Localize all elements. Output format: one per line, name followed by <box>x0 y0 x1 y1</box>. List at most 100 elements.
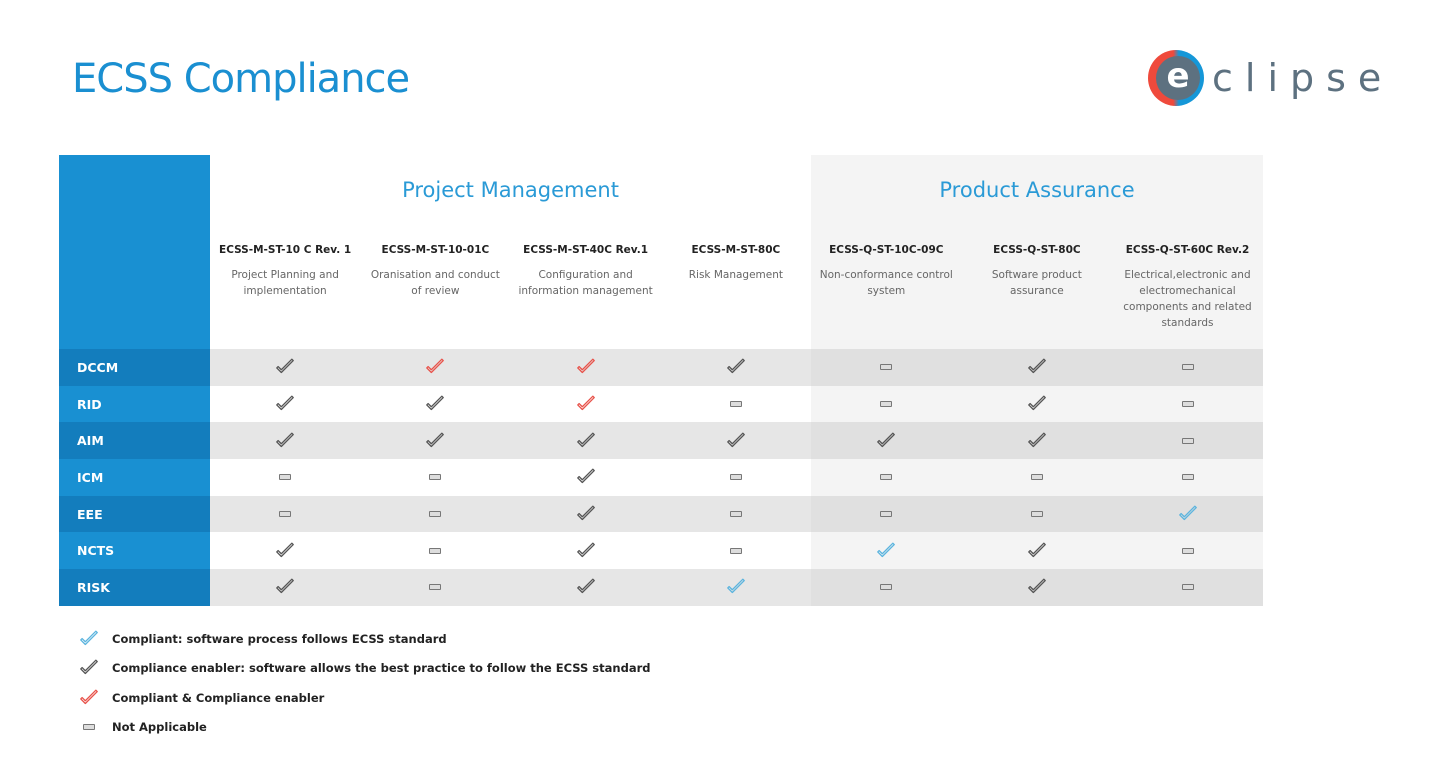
table-cell <box>1112 422 1263 460</box>
legend-label: Compliant & Compliance enabler <box>112 690 325 705</box>
check-red-icon <box>76 687 102 709</box>
legend-label: Not Applicable <box>112 720 207 735</box>
table-row: DCCM <box>59 349 1263 386</box>
table-cell <box>360 569 511 606</box>
standard-description: Project Planning and implementation <box>231 269 339 297</box>
legend-label: Compliance enabler: software allows the … <box>112 661 651 676</box>
table-cell <box>360 459 511 496</box>
table-row: RID <box>59 385 1263 423</box>
dash-icon <box>1181 437 1194 444</box>
table-cell <box>360 422 511 460</box>
table-cell <box>210 385 361 423</box>
row-label: EEE <box>59 495 210 533</box>
table-cell <box>210 495 361 533</box>
standard-code: ECSS-Q-ST-80C <box>993 244 1081 256</box>
standard-description: Electrical,electronic and electromechani… <box>1123 269 1252 329</box>
check-gray-icon <box>1026 356 1048 378</box>
check-gray-icon <box>1026 540 1048 562</box>
logo-circle-icon: e <box>1148 50 1204 106</box>
dash-icon <box>880 401 893 408</box>
table-cell <box>510 532 661 570</box>
row-label: RID <box>59 385 210 423</box>
dash-icon <box>279 511 292 518</box>
dash-icon <box>1030 511 1043 518</box>
dash-icon <box>1030 474 1043 481</box>
table-cell <box>210 422 361 460</box>
table-cell <box>210 459 361 496</box>
standard-description: Software product assurance <box>991 269 1082 297</box>
group-title: Project Management <box>402 178 619 202</box>
check-gray-icon <box>875 430 897 452</box>
check-gray-icon <box>274 393 296 415</box>
check-gray-icon <box>424 393 446 415</box>
group-title: Product Assurance <box>939 178 1135 202</box>
row-label: ICM <box>59 459 210 496</box>
dash-icon <box>429 547 442 554</box>
check-gray-icon <box>1026 393 1048 415</box>
standard-column-header: ECSS-M-ST-10 C Rev. 1 Project Planning a… <box>210 225 360 299</box>
dash-icon <box>880 584 893 591</box>
check-gray-icon <box>424 430 446 452</box>
check-red-icon <box>575 356 597 378</box>
table-header: Project Management ECSS-M-ST-10 C Rev. 1… <box>59 155 1263 349</box>
legend-item: Not Applicable <box>76 713 650 743</box>
table-cell <box>660 422 811 460</box>
table-cell <box>1112 349 1263 386</box>
table-cell <box>210 532 361 570</box>
table-cell <box>811 385 962 423</box>
check-gray-icon <box>274 576 296 598</box>
legend-item: Compliant & Compliance enabler <box>76 683 650 713</box>
dash-icon <box>1181 547 1194 554</box>
table-row: ICM <box>59 459 1263 496</box>
dash-icon <box>429 474 442 481</box>
row-label: NCTS <box>59 532 210 570</box>
standard-code: ECSS-M-ST-10-01C <box>381 244 490 256</box>
check-gray-icon <box>725 430 747 452</box>
eclipse-logo: e clipse <box>1148 50 1393 106</box>
standard-column-header: ECSS-Q-ST-80C Software product assurance <box>962 225 1113 331</box>
check-gray-icon <box>575 540 597 562</box>
dash-icon <box>880 474 893 481</box>
table-row: NCTS <box>59 532 1263 570</box>
row-label: RISK <box>59 569 210 606</box>
check-gray-icon <box>1026 430 1048 452</box>
standard-column-header: ECSS-Q-ST-60C Rev.2 Electrical,electroni… <box>1112 225 1263 331</box>
table-cell <box>510 569 661 606</box>
legend: Compliant: software process follows ECSS… <box>76 624 650 742</box>
table-cell <box>811 349 962 386</box>
table-cell <box>961 532 1113 570</box>
legend-item: Compliance enabler: software allows the … <box>76 654 650 684</box>
row-label: DCCM <box>59 349 210 386</box>
check-blue-icon <box>725 576 747 598</box>
table-cell <box>210 349 361 386</box>
legend-item: Compliant: software process follows ECSS… <box>76 624 650 654</box>
table-cell <box>1112 459 1263 496</box>
group-product-assurance: Product Assurance ECSS-Q-ST-10C-09C Non-… <box>811 155 1263 349</box>
check-gray-icon <box>725 356 747 378</box>
standard-column-header: ECSS-M-ST-40C Rev.1 Configuration and in… <box>511 225 661 299</box>
table-cell <box>660 349 811 386</box>
check-gray-icon <box>575 466 597 488</box>
table-cell <box>510 459 661 496</box>
row-label: AIM <box>59 422 210 460</box>
standard-code: ECSS-M-ST-10 C Rev. 1 <box>219 244 352 256</box>
standard-code: ECSS-Q-ST-60C Rev.2 <box>1125 244 1250 256</box>
table-cell <box>510 422 661 460</box>
dash-icon <box>76 724 102 731</box>
table-row: EEE <box>59 495 1263 533</box>
table-cell <box>1112 385 1263 423</box>
table-cell <box>510 495 661 533</box>
page-title: ECSS Compliance <box>72 56 410 102</box>
logo-text: clipse <box>1212 56 1394 100</box>
table-cell <box>811 422 962 460</box>
dash-icon <box>1181 474 1194 481</box>
table-cell <box>811 532 962 570</box>
header-corner <box>59 155 210 349</box>
table-cell <box>961 495 1113 533</box>
dash-icon <box>729 401 742 408</box>
table-cell <box>660 569 811 606</box>
table-cell <box>961 422 1113 460</box>
table-cell <box>360 385 511 423</box>
standard-code: ECSS-Q-ST-10C-09C <box>829 244 944 256</box>
standard-description: Risk Management <box>688 269 784 281</box>
